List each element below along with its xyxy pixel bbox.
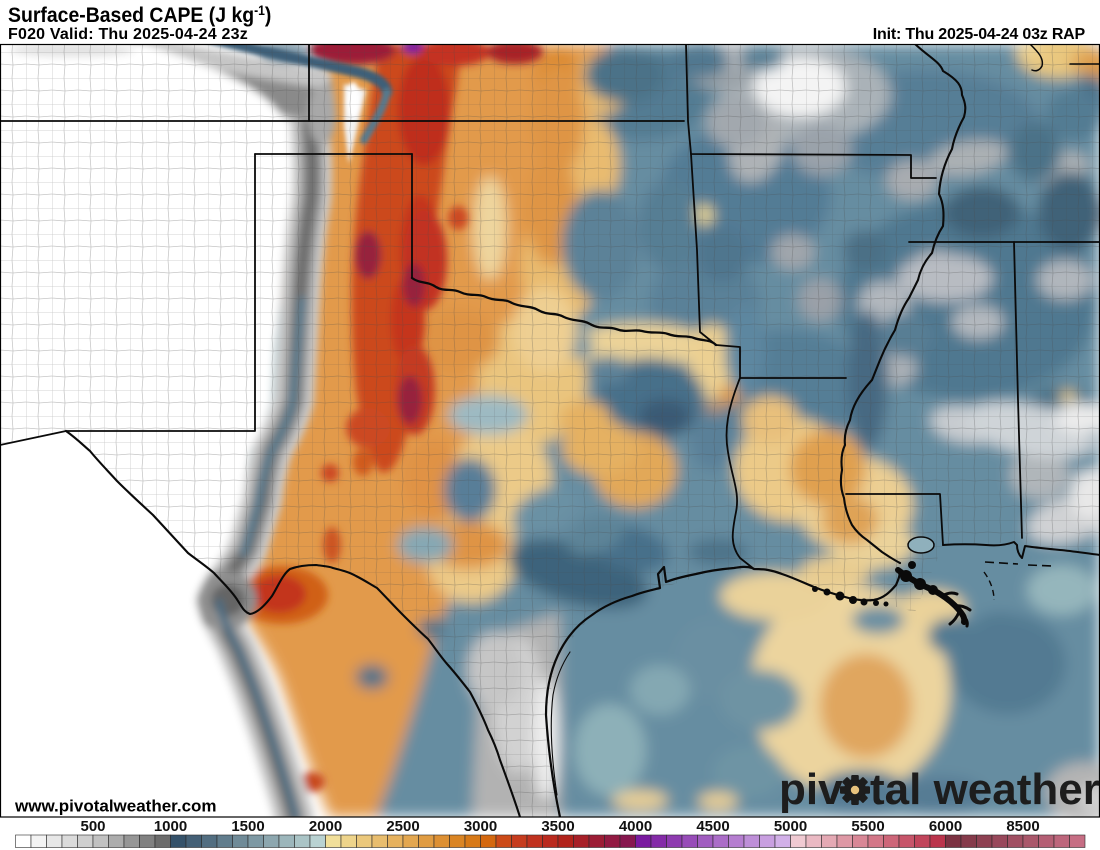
svg-text:8500: 8500: [1006, 818, 1039, 835]
svg-text:Surface-Based CAPE (J kg-1): Surface-Based CAPE (J kg-1): [8, 2, 271, 27]
svg-text:4500: 4500: [696, 818, 729, 835]
svg-text:www.pivotalweather.com: www.pivotalweather.com: [14, 797, 217, 816]
svg-text:piv: piv: [779, 765, 843, 814]
svg-text:F020 Valid: Thu 2025-04-24 23z: F020 Valid: Thu 2025-04-24 23z: [8, 26, 248, 43]
svg-text:Init: Thu 2025-04-24 03z RAP: Init: Thu 2025-04-24 03z RAP: [873, 26, 1086, 43]
svg-text:5000: 5000: [774, 818, 807, 835]
svg-text:5500: 5500: [851, 818, 884, 835]
svg-text:3500: 3500: [541, 818, 574, 835]
svg-text:2500: 2500: [386, 818, 419, 835]
svg-text:4000: 4000: [619, 818, 652, 835]
svg-text:6000: 6000: [929, 818, 962, 835]
svg-text:tal weather: tal weather: [870, 765, 1100, 814]
svg-text:2000: 2000: [309, 818, 342, 835]
svg-text:1500: 1500: [231, 818, 264, 835]
svg-text:1000: 1000: [154, 818, 187, 835]
svg-text:3000: 3000: [464, 818, 497, 835]
svg-text:500: 500: [80, 818, 105, 835]
